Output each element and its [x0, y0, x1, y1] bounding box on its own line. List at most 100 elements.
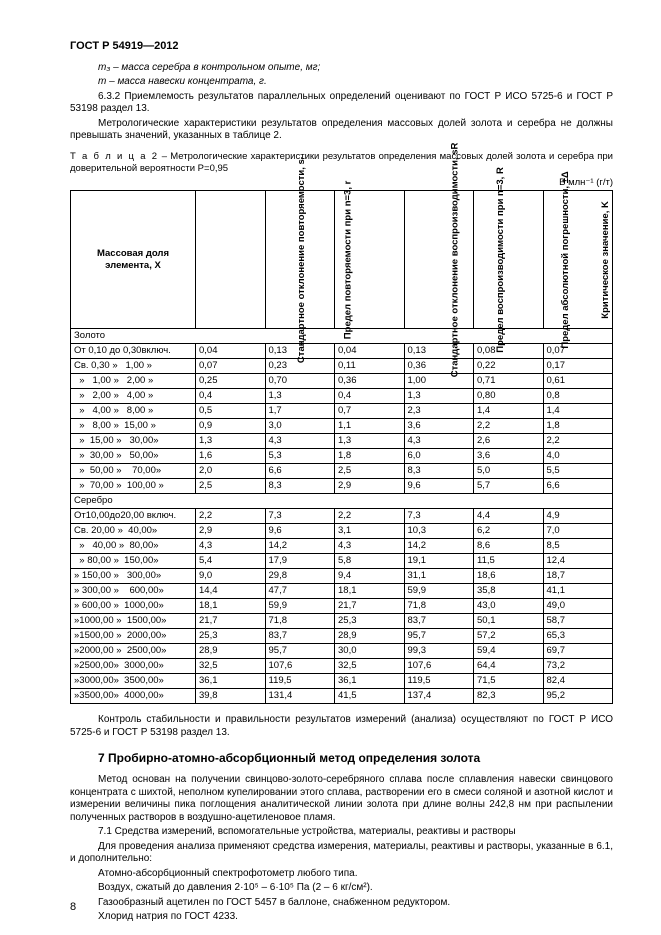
cell: 18,1	[335, 584, 405, 599]
cell: 9,0	[196, 569, 266, 584]
cell: 5,4	[196, 554, 266, 569]
table-row: От 0,10 до 0,30включ.0,040,130,040,130,0…	[71, 344, 613, 359]
table-row: » 40,00 » 80,00»4,314,24,314,28,68,5	[71, 539, 613, 554]
col-header-K: Критическое значение, K	[543, 191, 613, 329]
row-label: » 300,00 » 600,00»	[71, 584, 196, 599]
cell: 6,2	[474, 524, 544, 539]
cell: 99,3	[404, 644, 474, 659]
cell: 71,8	[265, 614, 335, 629]
cell: 4,3	[265, 434, 335, 449]
cell: 0,11	[335, 359, 405, 374]
cell: 0,4	[196, 389, 266, 404]
cell: 2,2	[335, 509, 405, 524]
cell: 50,1	[474, 614, 544, 629]
s7-p7: Хлорид натрия по ГОСТ 4233.	[70, 911, 613, 924]
cell: 25,3	[196, 629, 266, 644]
row-label: » 8,00 » 15,00 »	[71, 419, 196, 434]
cell: 7,0	[543, 524, 613, 539]
cell: 2,0	[196, 464, 266, 479]
cell: 6,0	[404, 449, 474, 464]
cell: 43,0	[474, 599, 544, 614]
cell: 69,7	[543, 644, 613, 659]
table-row: »3000,00» 3500,00»36,1119,536,1119,571,5…	[71, 674, 613, 689]
table-row: » 150,00 » 300,00»9,029,89,431,118,618,7	[71, 569, 613, 584]
symbol-line-1: m₃ – масса серебра в контрольном опыте, …	[70, 62, 613, 75]
cell: 95,7	[265, 644, 335, 659]
cell: 28,9	[196, 644, 266, 659]
cell: 0,9	[196, 419, 266, 434]
cell: 71,8	[404, 599, 474, 614]
cell: 83,7	[265, 629, 335, 644]
cell: 4,3	[404, 434, 474, 449]
cell: 57,2	[474, 629, 544, 644]
cell: 14,2	[404, 539, 474, 554]
cell: 32,5	[335, 659, 405, 674]
col-header-sr: Стандартное отклонение повторяемости, sᵣ	[196, 191, 266, 329]
cell: 3,6	[404, 419, 474, 434]
row-label: » 600,00 » 1000,00»	[71, 599, 196, 614]
cell: 18,6	[474, 569, 544, 584]
row-label: От10,00до20,00 включ.	[71, 509, 196, 524]
cell: 0,70	[265, 374, 335, 389]
cell: 30,0	[335, 644, 405, 659]
table-row: »1500,00 » 2000,00»25,383,728,995,757,26…	[71, 629, 613, 644]
section-label: Серебро	[71, 494, 613, 509]
cell: 7,3	[404, 509, 474, 524]
cell: 49,0	[543, 599, 613, 614]
cell: 1,3	[196, 434, 266, 449]
cell: 1,6	[196, 449, 266, 464]
row-label: » 50,00 » 70,00»	[71, 464, 196, 479]
cell: 1,8	[335, 449, 405, 464]
cell: 41,1	[543, 584, 613, 599]
document-id: ГОСТ Р 54919—2012	[70, 40, 613, 54]
cell: 41,5	[335, 689, 405, 704]
cell: 6,6	[265, 464, 335, 479]
cell: 1,3	[335, 434, 405, 449]
table-label: Т а б л и ц а 2	[70, 151, 159, 162]
cell: 9,6	[404, 479, 474, 494]
cell: 4,9	[543, 509, 613, 524]
cell: 0,13	[404, 344, 474, 359]
cell: 6,6	[543, 479, 613, 494]
cell: 2,9	[335, 479, 405, 494]
table-row: » 300,00 » 600,00»14,447,718,159,935,841…	[71, 584, 613, 599]
cell: 0,22	[474, 359, 544, 374]
row-label: »2500,00» 3000,00»	[71, 659, 196, 674]
cell: 131,4	[265, 689, 335, 704]
table-row: » 600,00 » 1000,00»18,159,921,771,843,04…	[71, 599, 613, 614]
row-label: Св. 0,30 » 1,00 »	[71, 359, 196, 374]
cell: 18,1	[196, 599, 266, 614]
cell: 0,71	[474, 374, 544, 389]
cell: 5,8	[335, 554, 405, 569]
row-label: » 70,00 » 100,00 »	[71, 479, 196, 494]
cell: 1,3	[404, 389, 474, 404]
s7-p3: Для проведения анализа применяют средств…	[70, 841, 613, 866]
cell: 0,8	[543, 389, 613, 404]
table-row: »3500,00» 4000,00»39,8131,441,5137,482,3…	[71, 689, 613, 704]
cell: 18,7	[543, 569, 613, 584]
post-para: Контроль стабильности и правильности рез…	[70, 714, 613, 739]
row-label: » 80,00 » 150,00»	[71, 554, 196, 569]
cell: 0,07	[543, 344, 613, 359]
row-label: »2000,00 » 2500,00»	[71, 644, 196, 659]
cell: 12,4	[543, 554, 613, 569]
cell: 119,5	[265, 674, 335, 689]
cell: 32,5	[196, 659, 266, 674]
cell: 0,08	[474, 344, 544, 359]
table-caption: Т а б л и ц а 2 – Метрологические характ…	[70, 151, 613, 175]
cell: 36,1	[196, 674, 266, 689]
cell: 4,4	[474, 509, 544, 524]
cell: 1,3	[265, 389, 335, 404]
cell: 8,5	[543, 539, 613, 554]
row-label: »1500,00 » 2000,00»	[71, 629, 196, 644]
symbol-line-2: m – масса навески концентрата, г.	[70, 76, 613, 89]
cell: 5,0	[474, 464, 544, 479]
cell: 71,5	[474, 674, 544, 689]
table-row: От10,00до20,00 включ.2,27,32,27,34,44,9	[71, 509, 613, 524]
table-row: »2000,00 » 2500,00»28,995,730,099,359,46…	[71, 644, 613, 659]
cell: 0,7	[335, 404, 405, 419]
col-header-x: Массовая доля элемента, X	[71, 191, 196, 329]
col-header-R: Предел воспроизводимости при n=3, R	[404, 191, 474, 329]
s7-p6: Газообразный ацетилен по ГОСТ 5457 в бал…	[70, 897, 613, 910]
cell: 3,1	[335, 524, 405, 539]
